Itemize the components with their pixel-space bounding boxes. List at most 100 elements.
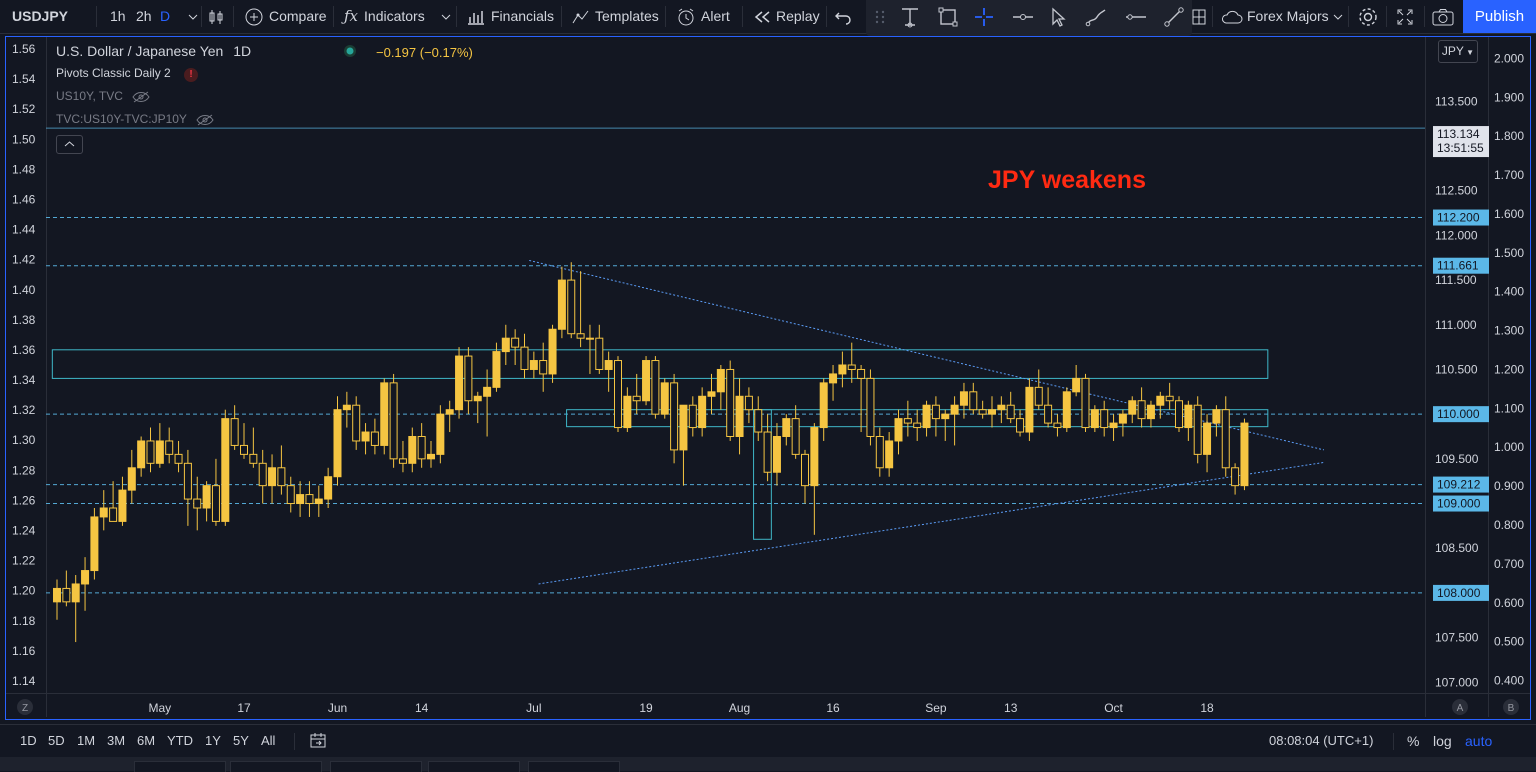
candle-body[interactable]: [62, 587, 71, 603]
candle-body[interactable]: [230, 418, 239, 446]
cursor-tool[interactable]: [1044, 0, 1072, 34]
candle-body[interactable]: [286, 485, 295, 505]
horizontal-line-tool[interactable]: [1122, 0, 1150, 34]
interval-1h-button[interactable]: 1h: [110, 8, 126, 24]
candle-body[interactable]: [1184, 404, 1193, 429]
interval-d-button[interactable]: D: [160, 8, 171, 24]
candle-body[interactable]: [1231, 467, 1240, 487]
range-all-button[interactable]: All: [261, 733, 276, 748]
crosshair-tool[interactable]: [970, 0, 998, 34]
candle-body[interactable]: [978, 409, 987, 415]
candle-body[interactable]: [1193, 404, 1202, 455]
goto-date-button[interactable]: [309, 732, 327, 750]
candle-body[interactable]: [548, 328, 557, 375]
support-resistance-zone[interactable]: [51, 349, 1269, 379]
drag-handle[interactable]: [866, 0, 894, 34]
range-5y-button[interactable]: 5Y: [233, 733, 249, 748]
candle-body[interactable]: [501, 337, 510, 353]
candle-body[interactable]: [642, 360, 651, 402]
candle-body[interactable]: [455, 355, 464, 411]
overlay-legend-spread[interactable]: TVC:US10Y-TVC:JP10Y: [56, 112, 214, 126]
trend-line[interactable]: [538, 461, 1325, 585]
candle-body[interactable]: [436, 413, 445, 455]
financials-button[interactable]: Financials: [466, 0, 554, 33]
candle-body[interactable]: [866, 377, 875, 437]
range-ytd-button[interactable]: YTD: [167, 733, 193, 748]
candle-body[interactable]: [1240, 422, 1249, 487]
brush-tool[interactable]: [1082, 0, 1110, 34]
candle-body[interactable]: [389, 382, 398, 460]
clock-timezone[interactable]: 08:08:04 (UTC+1): [1269, 733, 1374, 748]
range-3m-button[interactable]: 3M: [107, 733, 126, 748]
footer-tab[interactable]: [428, 761, 520, 772]
candle-body[interactable]: [819, 382, 828, 429]
candle-body[interactable]: [1100, 409, 1109, 429]
range-1d-button[interactable]: 1D: [20, 733, 37, 748]
footer-tab[interactable]: [330, 761, 422, 772]
candle-body[interactable]: [576, 333, 585, 339]
candle-body[interactable]: [193, 498, 202, 509]
candle-body[interactable]: [342, 404, 351, 411]
range-6m-button[interactable]: 6M: [137, 733, 156, 748]
candle-body[interactable]: [1221, 409, 1230, 469]
layout-button[interactable]: [1192, 0, 1206, 33]
candle-body[interactable]: [679, 404, 688, 451]
candle-body[interactable]: [258, 462, 267, 487]
candle-body[interactable]: [174, 453, 183, 464]
candle-body[interactable]: [931, 404, 940, 420]
candle-body[interactable]: [847, 364, 856, 370]
candle-body[interactable]: [670, 382, 679, 451]
candle-body[interactable]: [445, 409, 454, 415]
footer-tab[interactable]: [134, 761, 226, 772]
candle-body[interactable]: [698, 395, 707, 429]
candle-body[interactable]: [791, 418, 800, 455]
candle-body[interactable]: [1118, 413, 1127, 424]
candle-body[interactable]: [660, 382, 669, 415]
candle-body[interactable]: [567, 279, 576, 335]
candle-body[interactable]: [370, 431, 379, 446]
footer-tab[interactable]: [230, 761, 322, 772]
percent-toggle[interactable]: %: [1407, 733, 1420, 749]
range-1y-button[interactable]: 1Y: [205, 733, 221, 748]
range-5d-button[interactable]: 5D: [48, 733, 65, 748]
candle-body[interactable]: [183, 462, 192, 500]
candle-body[interactable]: [1072, 377, 1081, 393]
overlay-legend-us10y[interactable]: US10Y, TVC: [56, 89, 150, 103]
candle-body[interactable]: [155, 440, 164, 464]
candle-body[interactable]: [520, 346, 529, 370]
candle-body[interactable]: [744, 395, 753, 411]
rectangle-tool[interactable]: [934, 0, 962, 34]
candle-body[interactable]: [1156, 395, 1165, 406]
candle-body[interactable]: [801, 453, 809, 487]
candle-body[interactable]: [99, 507, 108, 518]
candle-body[interactable]: [735, 395, 744, 437]
candle-body[interactable]: [997, 404, 1006, 411]
candle-body[interactable]: [950, 404, 959, 415]
candle-body[interactable]: [1044, 404, 1053, 424]
candle-body[interactable]: [651, 360, 660, 415]
compare-button[interactable]: Compare: [244, 0, 327, 33]
candle-body[interactable]: [296, 494, 305, 505]
candle-body[interactable]: [922, 404, 931, 429]
candle-body[interactable]: [885, 440, 894, 469]
error-badge[interactable]: !: [184, 68, 199, 82]
interval-2h-button[interactable]: 2h: [136, 8, 152, 24]
candle-body[interactable]: [109, 507, 118, 522]
candle-body[interactable]: [716, 368, 725, 393]
candle-body[interactable]: [959, 391, 968, 406]
eye-off-icon[interactable]: [196, 114, 214, 126]
auto-scale-z-button[interactable]: [17, 699, 33, 715]
candle-body[interactable]: [352, 404, 361, 442]
candle-body[interactable]: [473, 395, 482, 402]
candle-body[interactable]: [529, 360, 538, 370]
horizontal-ray-tool[interactable]: [1009, 0, 1037, 34]
candle-body[interactable]: [810, 427, 819, 487]
candle-body[interactable]: [988, 409, 996, 415]
candle-body[interactable]: [782, 418, 791, 437]
candle-body[interactable]: [90, 516, 99, 572]
candle-body[interactable]: [1109, 422, 1118, 429]
candle-body[interactable]: [492, 351, 501, 388]
candle-body[interactable]: [1146, 404, 1155, 420]
price-chart[interactable]: 1.56 1.54 1.52 1.50 1.48 1.46 1.44 1.42 1.40 1.38…: [0, 0, 1536, 724]
auto-scale-a-button[interactable]: [1452, 699, 1468, 715]
